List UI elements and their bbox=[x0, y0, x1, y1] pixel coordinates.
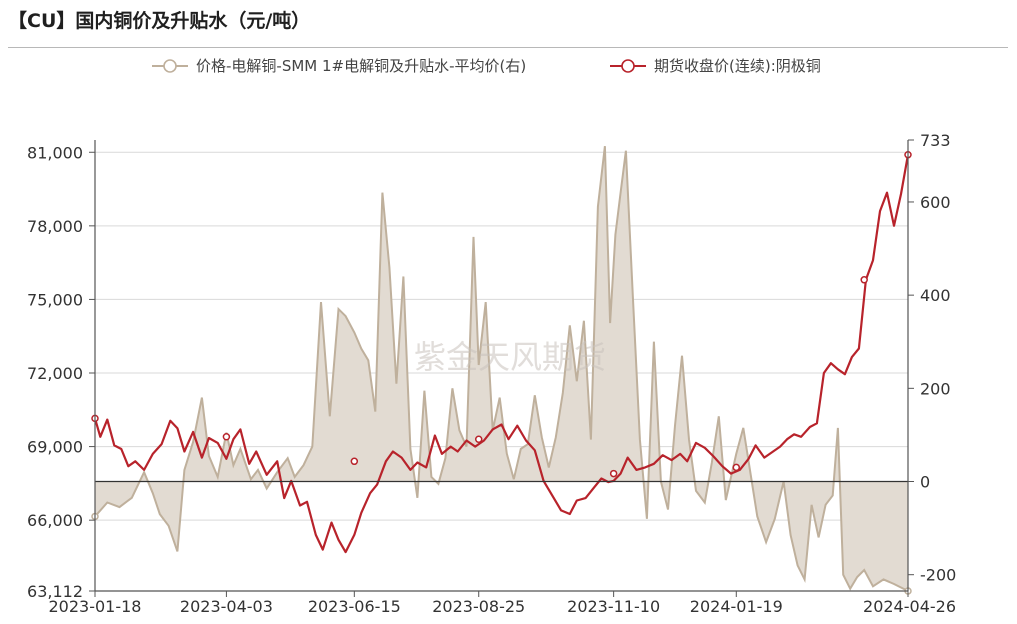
price-point-marker-1 bbox=[222, 433, 231, 441]
x-tick-label-5: 2024-01-19 bbox=[690, 597, 783, 616]
premium-area-fill bbox=[95, 146, 908, 591]
axes: 63,112 66,000 69,000 72,000 75,000 78,000 81,0… bbox=[27, 131, 956, 616]
x-tick-label-1: 2023-04-03 bbox=[180, 597, 273, 616]
right-tick-label-3: 400 bbox=[920, 286, 951, 305]
x-tick-label-3: 2023-08-25 bbox=[432, 597, 525, 616]
left-tick-label-1: 66,000 bbox=[27, 511, 83, 530]
right-tick-label-0: -200 bbox=[920, 566, 956, 585]
price-point-marker-6 bbox=[860, 276, 868, 284]
price-point-marker-4 bbox=[609, 469, 618, 478]
left-tick-label-4: 75,000 bbox=[27, 290, 83, 309]
legend-price-label: 期货收盘价(连续):阴极铜 bbox=[654, 57, 821, 75]
right-tick-label-2: 200 bbox=[920, 379, 951, 398]
chart-title: 【CU】国内铜价及升贴水（元/吨） bbox=[8, 10, 311, 32]
price-point-marker-2 bbox=[350, 457, 359, 466]
price-line-path bbox=[93, 154, 910, 554]
legend: 价格-电解铜-SMM 1#电解铜及升贴水-平均价(右) 期货收盘价(连续):阴极铜 bbox=[152, 57, 821, 75]
x-tick-label-6: 2024-04-26 bbox=[863, 597, 956, 616]
right-tick-label-5: 733 bbox=[920, 131, 951, 150]
premium-area-line bbox=[94, 145, 909, 592]
price-point-marker-5 bbox=[732, 463, 741, 472]
left-tick-label-2: 69,000 bbox=[27, 438, 83, 457]
left-tick-label-3: 72,000 bbox=[27, 364, 83, 383]
left-tick-label-5: 78,000 bbox=[27, 217, 83, 236]
title-divider bbox=[8, 47, 1008, 48]
legend-premium-marker bbox=[163, 59, 177, 73]
watermark-text: 紫金天风期货 bbox=[414, 338, 606, 376]
legend-premium-label: 价格-电解铜-SMM 1#电解铜及升贴水-平均价(右) bbox=[196, 57, 526, 75]
left-tick-label-6: 81,000 bbox=[27, 143, 83, 162]
right-tick-label-4: 600 bbox=[920, 193, 951, 212]
x-tick-label-0: 2023-01-18 bbox=[49, 597, 142, 616]
right-tick-label-1: 0 bbox=[920, 473, 930, 492]
x-tick-label-2: 2023-06-15 bbox=[308, 597, 401, 616]
legend-price-marker bbox=[621, 59, 635, 73]
price-point-marker-3 bbox=[474, 435, 483, 443]
left-tick-label-0: 63,112 bbox=[27, 582, 83, 601]
x-tick-label-4: 2023-11-10 bbox=[567, 597, 660, 616]
